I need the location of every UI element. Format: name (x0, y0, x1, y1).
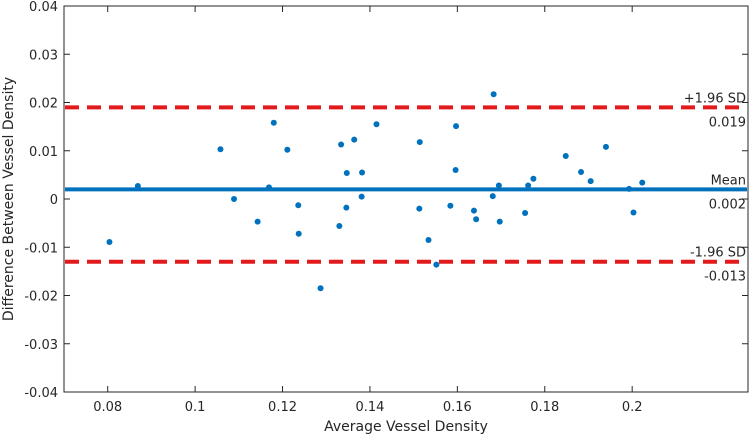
y-tick-label: -0.01 (24, 241, 58, 256)
mean-value-label: 0.002 (709, 197, 746, 212)
data-point (134, 182, 141, 189)
data-point (317, 285, 324, 292)
y-tick-label: 0.03 (29, 48, 58, 63)
data-point (453, 123, 460, 130)
y-tick-label: -0.04 (24, 386, 58, 401)
y-tick-label: 0.02 (29, 97, 58, 112)
data-point (626, 185, 633, 192)
x-tick-label: 0.18 (530, 400, 559, 415)
lower-limit-label: -1.96 SD (690, 246, 746, 261)
data-point (452, 167, 459, 174)
data-point (336, 223, 343, 230)
data-point (522, 209, 529, 216)
data-point (433, 261, 440, 268)
data-point (470, 207, 477, 214)
y-tick-label: 0 (50, 193, 58, 208)
data-point (284, 146, 291, 153)
data-point (217, 146, 224, 153)
data-point (578, 168, 585, 175)
data-point (490, 91, 497, 98)
data-point (351, 136, 358, 143)
data-point (295, 230, 302, 237)
data-point (270, 119, 277, 126)
y-tick-label: 0.04 (29, 0, 58, 15)
data-point (496, 218, 503, 225)
data-point (489, 193, 496, 200)
x-tick-label: 0.12 (268, 400, 297, 415)
data-point (295, 202, 302, 209)
data-point (265, 184, 272, 191)
mean-label: Mean (711, 173, 746, 188)
x-axis: 0.08 0.1 0.12 0.14 0.16 0.18 0.2 (93, 6, 643, 415)
data-point (447, 202, 454, 209)
data-point (530, 175, 537, 182)
plot-area: +1.96 SD 0.019 Mean 0.002 -1.96 SD -0.013 (65, 91, 747, 292)
data-point (416, 205, 423, 212)
x-tick-label: 0.16 (443, 400, 472, 415)
y-tick-label: -0.02 (24, 290, 58, 305)
data-point (338, 141, 345, 148)
data-point (254, 218, 261, 225)
data-point (416, 139, 423, 146)
data-point (106, 238, 113, 245)
data-point (343, 169, 350, 176)
upper-limit-value-label: 0.019 (709, 115, 746, 130)
data-point (495, 182, 502, 189)
data-point (602, 143, 609, 150)
data-point (425, 237, 432, 244)
lower-limit-value-label: -0.013 (704, 270, 746, 285)
data-point (630, 209, 637, 216)
data-point (373, 121, 380, 128)
x-tick-label: 0.14 (355, 400, 384, 415)
data-point (359, 169, 366, 176)
y-tick-label: 0.01 (29, 145, 58, 160)
data-point (525, 182, 532, 189)
x-tick-label: 0.2 (622, 400, 643, 415)
data-point (231, 196, 238, 202)
y-axis-label: Difference Between Vessel Density (1, 77, 17, 321)
plot-frame (63, 5, 749, 393)
x-axis-label: Average Vessel Density (324, 419, 488, 435)
data-point (587, 178, 594, 185)
data-point (473, 216, 480, 223)
x-tick-label: 0.1 (185, 400, 206, 415)
data-point (562, 153, 569, 160)
data-point (639, 179, 646, 186)
y-tick-label: -0.03 (24, 338, 58, 353)
x-tick-label: 0.08 (93, 400, 122, 415)
data-point (358, 193, 365, 200)
upper-limit-label: +1.96 SD (684, 91, 746, 106)
data-point (343, 204, 350, 211)
y-axis: -0.04 -0.03 -0.02 -0.01 0 0.01 0.02 0.03 0.04 (24, 0, 748, 401)
